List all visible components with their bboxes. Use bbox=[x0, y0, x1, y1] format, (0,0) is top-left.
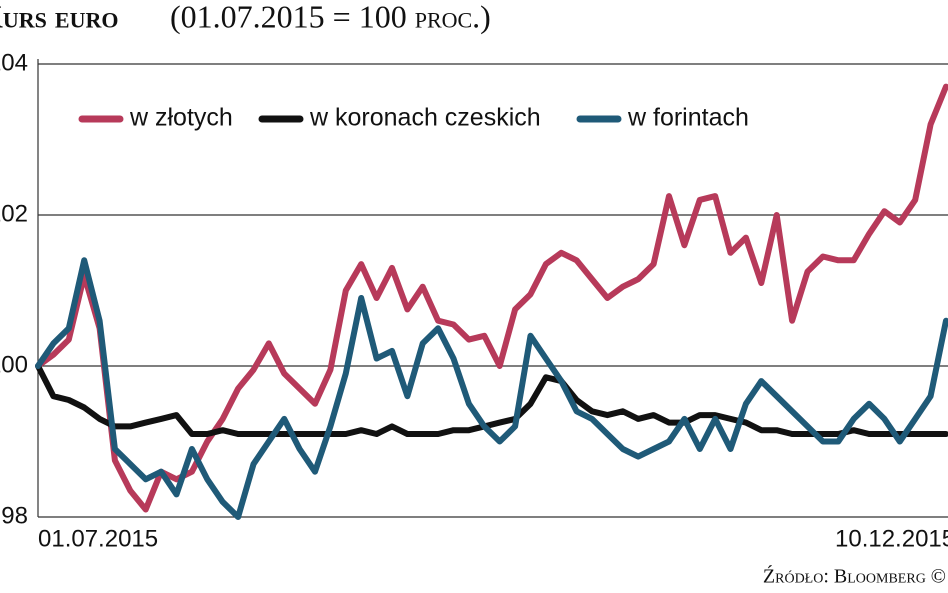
series-line bbox=[35, 363, 948, 437]
x-tick-label: 10.12.2015 bbox=[835, 525, 948, 552]
chart-title: Kurs euro bbox=[0, 0, 118, 34]
chart-subtitle: (01.07.2015 = 100 proc.) bbox=[170, 0, 491, 34]
x-tick-label: 01.07.2015 bbox=[38, 525, 158, 552]
source: Źródło: Bloomberg © bbox=[763, 565, 946, 588]
legend-label: w koronach czeskich bbox=[309, 104, 541, 132]
legend-label: w forintach bbox=[627, 104, 749, 132]
legend-label: w złotych bbox=[129, 104, 233, 132]
y-tick-label: 100 bbox=[0, 351, 28, 378]
y-tick-label: 104 bbox=[0, 49, 28, 76]
y-tick-label: 102 bbox=[0, 200, 28, 227]
y-tick-label: 98 bbox=[1, 502, 28, 529]
series-line bbox=[35, 83, 948, 513]
series-line bbox=[35, 257, 948, 520]
